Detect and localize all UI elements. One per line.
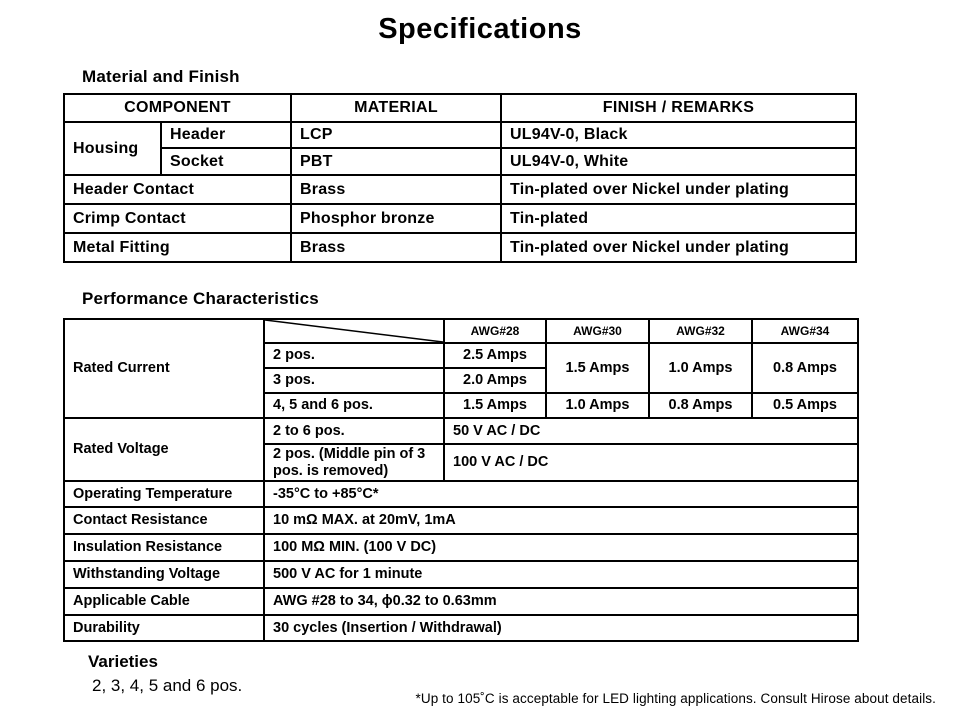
awg-header-row: Rated Current AWG#28 AWG#30 AWG#32 AWG#3… <box>63 318 859 419</box>
material-cell: LCP <box>290 121 503 149</box>
pos-cell: 2 to 6 pos. <box>263 417 445 445</box>
diagonal-line-icon <box>265 320 443 342</box>
rated-current-label-cell: Rated Current <box>63 318 265 419</box>
varieties-heading: Varieties <box>88 652 158 671</box>
material-finish-heading: Material and Finish <box>82 67 240 86</box>
housing-label-cell: Housing <box>63 121 162 176</box>
value-cell: 30 cycles (Insertion / Withdrawal) <box>263 614 859 642</box>
rated-voltage-row-2: 2 pos. (Middle pin of 3 pos. is removed)… <box>64 443 859 482</box>
contact-resistance-row: Contact Resistance 10 mΩ MAX. at 20mV, 1… <box>63 506 859 535</box>
material-header-cell: MATERIAL <box>290 93 503 123</box>
rated-voltage-label-cell: Rated Voltage <box>63 417 265 482</box>
varieties-text: 2, 3, 4, 5 and 6 pos. <box>92 676 243 695</box>
operating-temperature-row: Operating Temperature -35°C to +85°C* <box>63 480 859 508</box>
value-cell: 10 mΩ MAX. at 20mV, 1mA <box>263 506 859 535</box>
finish-header-cell: FINISH / REMARKS <box>500 93 858 123</box>
rated-current-row-2pos: 2 pos. 2.5 Amps 1.5 Amps 1.0 Amps 0.8 Am… <box>64 342 859 394</box>
component-header-cell: COMPONENT <box>62 93 293 123</box>
page-title: Specifications <box>378 13 582 45</box>
table-row: Housing Header LCP UL94V-0, Black <box>63 121 858 176</box>
awg30-header-cell: AWG#30 <box>545 318 650 344</box>
row-label-cell: Withstanding Voltage <box>63 560 265 589</box>
material-cell: Brass <box>290 174 503 205</box>
row-label-cell: Insulation Resistance <box>63 533 265 562</box>
durability-row: Durability 30 cycles (Insertion / Withdr… <box>63 614 859 642</box>
rated-current-row-3pos: 3 pos. 2.0 Amps <box>64 367 858 394</box>
diagonal-divider-cell <box>263 318 445 344</box>
rated-voltage-row-1: Rated Voltage 2 to 6 pos. 50 V AC / DC <box>63 417 859 482</box>
row-label-cell: Operating Temperature <box>63 480 265 508</box>
performance-characteristics-table: Rated Current AWG#28 AWG#30 AWG#32 AWG#3… <box>63 318 859 642</box>
table-row: Crimp Contact Phosphor bronze Tin-plated <box>62 203 858 234</box>
withstanding-voltage-row: Withstanding Voltage 500 V AC for 1 minu… <box>63 560 859 589</box>
finish-cell: Tin-plated <box>500 203 858 234</box>
table-row: Metal Fitting Brass Tin-plated over Nick… <box>62 232 858 263</box>
housing-sub-cell: Header <box>159 121 293 149</box>
material-cell: Phosphor bronze <box>290 203 503 234</box>
material-finish-table: COMPONENT MATERIAL FINISH / REMARKS Hous… <box>62 93 858 263</box>
table-row: Header Contact Brass Tin-plated over Nic… <box>62 174 858 205</box>
insulation-resistance-row: Insulation Resistance 100 MΩ MIN. (100 V… <box>63 533 859 562</box>
amps-cell: 0.8 Amps <box>648 392 753 419</box>
footnote-text: *Up to 105˚C is acceptable for LED light… <box>415 691 936 706</box>
awg32-header-cell: AWG#32 <box>648 318 753 344</box>
finish-cell: UL94V-0, White <box>500 147 858 176</box>
component-cell: Header Contact <box>62 174 293 205</box>
value-cell: -35°C to +85°C* <box>263 480 859 508</box>
material-header-row: COMPONENT MATERIAL FINISH / REMARKS <box>62 93 858 123</box>
applicable-cable-row: Applicable Cable AWG #28 to 34, ϕ0.32 to… <box>63 587 859 616</box>
component-cell: Metal Fitting <box>62 232 293 263</box>
amps-cell: 0.8 Amps <box>751 342 859 394</box>
value-cell: AWG #28 to 34, ϕ0.32 to 0.63mm <box>263 587 859 616</box>
row-label-cell: Contact Resistance <box>63 506 265 535</box>
amps-cell: 0.5 Amps <box>751 392 859 419</box>
pos-cell: 2 pos. (Middle pin of 3 pos. is removed) <box>263 443 445 482</box>
component-cell: Crimp Contact <box>62 203 293 234</box>
awg28-header-cell: AWG#28 <box>443 318 547 344</box>
amps-cell: 1.5 Amps <box>443 392 547 419</box>
row-label-cell: Durability <box>63 614 265 642</box>
housing-sub-cell: Socket <box>159 147 293 176</box>
material-cell: Brass <box>290 232 503 263</box>
amps-cell: 1.0 Amps <box>545 392 650 419</box>
amps-cell: 1.0 Amps <box>648 342 753 394</box>
value-cell: 500 V AC for 1 minute <box>263 560 859 589</box>
value-cell: 100 MΩ MIN. (100 V DC) <box>263 533 859 562</box>
table-row: Socket PBT UL94V-0, White <box>64 147 858 176</box>
awg34-header-cell: AWG#34 <box>751 318 859 344</box>
finish-cell: Tin-plated over Nickel under plating <box>500 174 858 205</box>
material-cell: PBT <box>290 147 503 176</box>
value-cell: 100 V AC / DC <box>443 443 859 482</box>
amps-cell: 2.0 Amps <box>443 367 547 394</box>
pos-cell: 4, 5 and 6 pos. <box>263 392 445 419</box>
pos-cell: 2 pos. <box>263 342 445 369</box>
finish-cell: Tin-plated over Nickel under plating <box>500 232 858 263</box>
pos-cell: 3 pos. <box>263 367 445 394</box>
row-label-cell: Applicable Cable <box>63 587 265 616</box>
finish-cell: UL94V-0, Black <box>500 121 858 149</box>
rated-current-row-456pos: 4, 5 and 6 pos. 1.5 Amps 1.0 Amps 0.8 Am… <box>64 392 859 419</box>
performance-characteristics-heading: Performance Characteristics <box>82 289 319 308</box>
value-cell: 50 V AC / DC <box>443 417 859 445</box>
amps-cell: 1.5 Amps <box>545 342 650 394</box>
amps-cell: 2.5 Amps <box>443 342 547 369</box>
